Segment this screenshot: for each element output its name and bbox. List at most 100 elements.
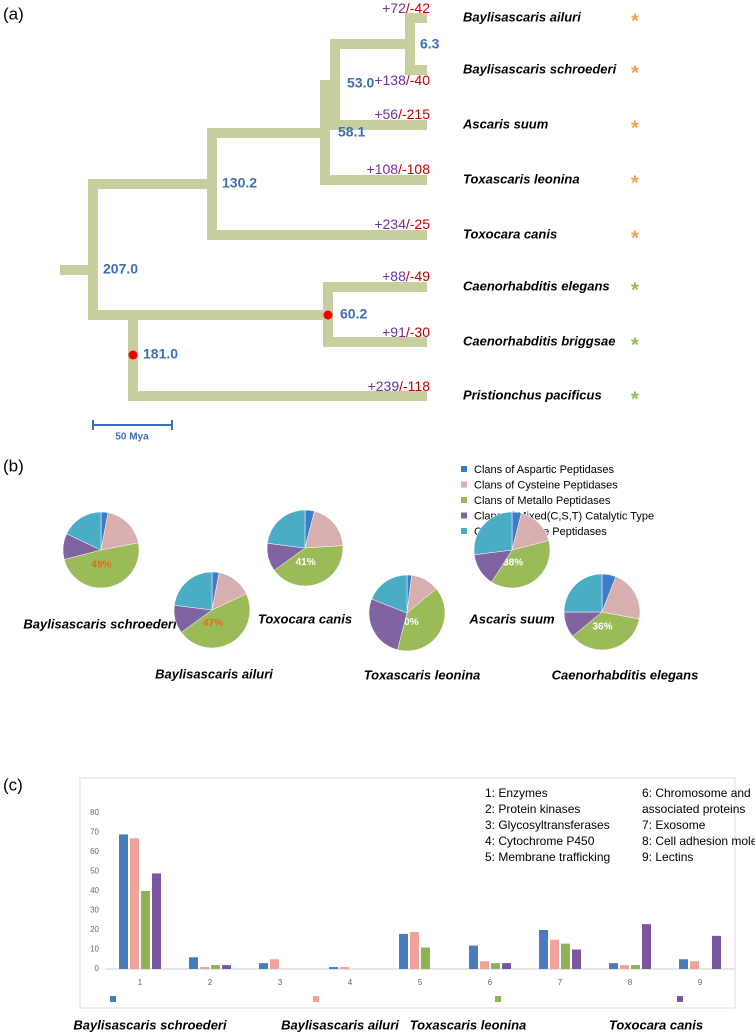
pie-label: 40% — [399, 617, 419, 628]
bar — [340, 967, 349, 969]
pie-slice — [180, 593, 251, 649]
gain-loss: +138/-40 — [374, 72, 430, 88]
gain: +91 — [382, 324, 406, 340]
pie-slice — [368, 598, 408, 651]
species-name: Baylisascaris schroederi — [463, 61, 617, 76]
y-tick-label: 40 — [90, 886, 99, 895]
pie-title: Toxocara canis — [258, 611, 352, 626]
x-tick-label: 8 — [628, 978, 633, 987]
x-tick-label: 7 — [558, 978, 563, 987]
node-age: 53.0 — [347, 75, 374, 91]
pie-slice — [601, 576, 641, 620]
key-item: 2: Protein kinases — [485, 802, 580, 816]
loss: /-30 — [406, 324, 430, 340]
bar — [130, 838, 139, 969]
pie-slice — [397, 588, 446, 652]
pie-label: 49% — [91, 560, 111, 571]
species-name: Toxascaris leonina — [463, 171, 580, 186]
panel-label: (b) — [3, 456, 24, 475]
legend-swatch — [461, 497, 467, 503]
species-name: Caenorhabditis briggsae — [463, 333, 615, 348]
node-age: 130.2 — [222, 175, 257, 191]
pie-slice — [174, 571, 213, 611]
gain-loss: +234/-25 — [374, 216, 430, 232]
loss: /-40 — [406, 72, 430, 88]
bar — [200, 967, 209, 969]
pie-slice — [563, 573, 603, 613]
legend-swatch — [313, 996, 319, 1002]
pie-title: Baylisascaris ailuri — [155, 666, 273, 681]
key-item: 3: Glycosyltransferases — [485, 818, 610, 832]
bar — [189, 957, 198, 969]
pie-title: Baylisascaris schroederi — [23, 616, 177, 631]
loss: /-215 — [398, 106, 430, 122]
bar — [539, 930, 548, 969]
gain: +239 — [368, 378, 400, 394]
asterisk: * — [631, 227, 639, 249]
pie-title: Caenorhabditis elegans — [552, 667, 699, 682]
bar — [631, 965, 640, 969]
legend-swatch — [495, 996, 501, 1002]
pie-slice — [473, 511, 513, 556]
legend-swatch — [461, 481, 467, 488]
bar — [572, 949, 581, 969]
gain: +88 — [382, 268, 406, 284]
bar — [469, 945, 478, 969]
bar — [561, 943, 570, 969]
pie-slice — [572, 611, 640, 651]
key-item: associated proteins — [642, 802, 745, 816]
legend-label: Toxocara canis — [609, 1017, 703, 1032]
bar — [642, 924, 651, 969]
bar — [119, 834, 128, 969]
loss: /-118 — [399, 378, 430, 394]
pie-slice — [304, 510, 344, 549]
bar — [421, 947, 430, 969]
loss: /-25 — [406, 216, 430, 232]
bar — [620, 965, 629, 969]
gain-loss: +56/-215 — [374, 106, 430, 122]
y-tick-label: 0 — [95, 964, 100, 973]
y-tick-label: 60 — [90, 847, 99, 856]
asterisk: * — [631, 334, 639, 356]
pie-slice — [66, 511, 102, 551]
loss: /-108 — [398, 161, 430, 177]
pie-label: 36% — [592, 622, 612, 633]
pie-slice — [63, 542, 140, 589]
key-item: 5: Membrane trafficking — [485, 850, 610, 864]
gain: +108 — [367, 161, 399, 177]
asterisk: * — [631, 62, 639, 84]
key-item: 6: Chromosome and — [642, 786, 751, 800]
pie-slice — [371, 574, 408, 614]
chart-frame — [79, 777, 736, 1009]
legend-label: Clans of Metallo Peptidases — [474, 495, 611, 507]
species-name: Ascaris suum — [462, 116, 549, 131]
gain: +138 — [374, 72, 406, 88]
gain-loss: +72/-42 — [382, 0, 430, 16]
species-name: Baylisascaris ailuri — [463, 9, 581, 24]
pie-title: Ascaris suum — [468, 611, 555, 626]
asterisk: * — [631, 172, 639, 194]
bar — [609, 963, 618, 969]
y-tick-label: 20 — [90, 925, 99, 934]
legend-swatch — [461, 466, 467, 472]
y-tick-label: 50 — [90, 867, 99, 876]
pie-slice — [491, 540, 551, 589]
y-tick-label: 30 — [90, 906, 99, 915]
bar — [712, 935, 721, 969]
asterisk: * — [631, 388, 639, 410]
key-item: 9: Lectins — [642, 850, 693, 864]
bar — [259, 963, 268, 969]
legend-label: Clans of Cysteine Peptidases — [474, 479, 618, 491]
node-age: 60.2 — [340, 306, 367, 322]
pie-slice — [100, 512, 139, 551]
gain: +72 — [382, 0, 406, 16]
bar — [480, 961, 489, 969]
key-item: 8: Cell adhesion molecules — [642, 834, 755, 848]
bar — [270, 959, 279, 969]
asterisk: * — [631, 10, 639, 32]
bar — [502, 963, 511, 969]
bar — [690, 961, 699, 969]
panel-label: (a) — [3, 4, 24, 23]
legend-label: Toxascaris leonina — [410, 1017, 527, 1032]
